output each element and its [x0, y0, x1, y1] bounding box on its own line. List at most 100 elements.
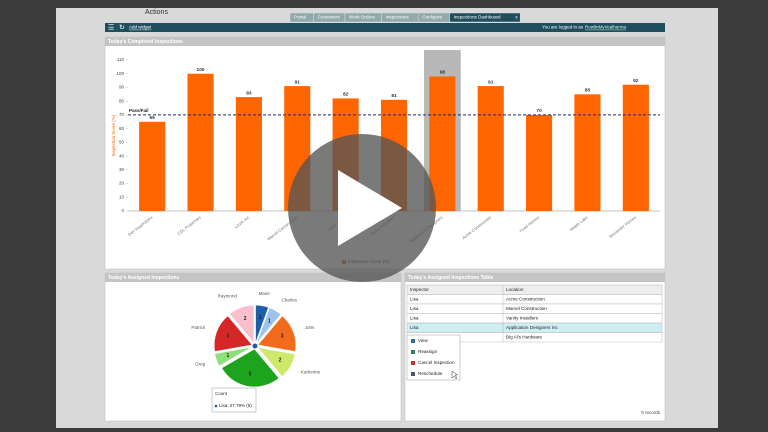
y-tick-label: 70	[119, 112, 125, 117]
menu-box	[406, 334, 461, 381]
bar	[477, 86, 504, 211]
pie-slice	[229, 304, 255, 345]
bar	[526, 114, 553, 211]
slice-value: 1	[259, 315, 262, 321]
value-label: 98	[440, 70, 446, 76]
table: Inspector Location Lisa Acme Construction Li…	[406, 284, 663, 343]
pie-center	[252, 343, 258, 349]
value-label: 92	[633, 78, 639, 84]
widget-title: Today's Assigned Inspections Table	[408, 275, 494, 281]
value-label: 70	[536, 108, 542, 114]
value-label: 85	[585, 88, 591, 94]
slice-value: 3	[227, 333, 230, 339]
table-cell: Lisa	[410, 306, 419, 311]
slice-value: 1	[268, 318, 271, 324]
y-tick-label: 50	[119, 140, 125, 145]
slice-value: 2	[244, 316, 247, 322]
widget-header	[105, 37, 665, 46]
y-tick-label: 100	[116, 71, 124, 76]
value-label: 65	[150, 115, 156, 121]
value-label: 100	[197, 67, 205, 73]
slice-label: Patrick	[191, 325, 206, 330]
table-row	[406, 284, 663, 295]
bar	[574, 94, 601, 211]
nav-tab-label[interactable]: Customers	[318, 15, 341, 20]
table-cell: Lisa	[410, 315, 419, 320]
nav-tabs: Portal Customers Work Orders Inspections Con…	[289, 12, 521, 23]
nav-tab-label[interactable]: Inspections Dashboard	[454, 15, 501, 20]
widget-header	[405, 273, 665, 282]
value-label: 91	[488, 79, 494, 85]
slice-label: Charles	[282, 297, 298, 302]
play-button[interactable]	[288, 134, 436, 282]
pie-slice	[214, 346, 253, 367]
menu-item[interactable]: Reschedule	[418, 371, 443, 376]
nav-tab-label[interactable]: Work Orders	[349, 15, 376, 20]
y-tick-label: 10	[119, 194, 125, 199]
table-cell: Lisa	[410, 325, 419, 330]
toolbar	[105, 23, 665, 32]
header-cell: Location	[506, 287, 524, 292]
tooltip-text: Lisa: 27.79% (5)	[219, 403, 252, 408]
y-tick-label: 110	[117, 57, 125, 62]
slice-label: John	[305, 325, 315, 330]
menu-icon[interactable]	[411, 372, 415, 376]
y-axis-label: Inspection Score (%)	[111, 114, 116, 156]
slice-value: 1	[227, 353, 230, 359]
slice-value: 5	[249, 372, 252, 378]
header-cell: Inspector	[410, 287, 429, 292]
nav-tab[interactable]	[449, 12, 521, 23]
top-label: Actions	[145, 9, 168, 16]
table-cell: Vanity Installers	[506, 315, 539, 320]
nav-tab-label[interactable]: Inspections	[386, 15, 410, 20]
y-tick-label: 80	[119, 98, 125, 103]
tooltip-dot	[214, 404, 218, 408]
value-label: 83	[246, 90, 252, 96]
refresh-icon[interactable]: ↻	[119, 24, 125, 31]
slice-label: Greg	[195, 361, 206, 366]
pie-slice	[256, 347, 296, 378]
y-tick-label: 30	[119, 167, 125, 172]
slice-value: 2	[279, 358, 282, 364]
slice-label: Raymond	[218, 293, 238, 298]
cursor	[451, 370, 459, 380]
add-widget[interactable]: Add widget	[129, 25, 152, 30]
tab-close[interactable]: x	[515, 15, 518, 20]
menu-icon[interactable]	[411, 339, 415, 343]
pie-slice	[256, 307, 282, 344]
y-tick-label: 60	[119, 126, 125, 131]
menu-icon[interactable]	[411, 361, 415, 365]
value-label: 91	[295, 79, 301, 85]
value-label: 81	[391, 93, 397, 99]
widget-title: Today's Completed Inspections	[108, 39, 183, 45]
menu-icon[interactable]	[411, 350, 415, 354]
nav-tab-label[interactable]: Configure	[422, 15, 442, 20]
table-cell: Big Al's Hardware	[506, 334, 543, 339]
context-menu: View Reassign Cancel Inspection Reschedule	[406, 334, 461, 381]
user-name[interactable]: RowlinMyVealherma	[585, 25, 627, 30]
y-tick-label: 40	[119, 153, 125, 158]
slice-value: 3	[281, 333, 284, 339]
menu-item[interactable]: View	[418, 338, 429, 343]
tooltip	[211, 387, 257, 413]
menu-item[interactable]: Cancel Inspection	[418, 360, 455, 365]
slice-label: Katherine	[301, 370, 321, 375]
play-icon[interactable]	[338, 170, 402, 246]
tooltip-title: Count	[215, 391, 228, 396]
bar	[429, 76, 456, 212]
bar	[139, 121, 166, 211]
pie-slice	[257, 315, 297, 352]
y-tick-label: 0	[121, 208, 124, 213]
y-tick-label: 90	[119, 85, 125, 90]
table-cell: Acme Construction	[506, 296, 545, 301]
value-label: 82	[343, 92, 349, 98]
menu-icon[interactable]: ☰	[108, 24, 114, 31]
menu-item[interactable]: Reassign	[418, 349, 438, 354]
y-tick-label: 20	[119, 181, 125, 186]
table-cell: Application Designers Inc	[506, 325, 559, 330]
pie-slice	[255, 304, 269, 344]
table-cell: Lisa	[410, 296, 419, 301]
bar	[235, 97, 262, 211]
nav-tab-label[interactable]: Portal	[294, 15, 306, 20]
